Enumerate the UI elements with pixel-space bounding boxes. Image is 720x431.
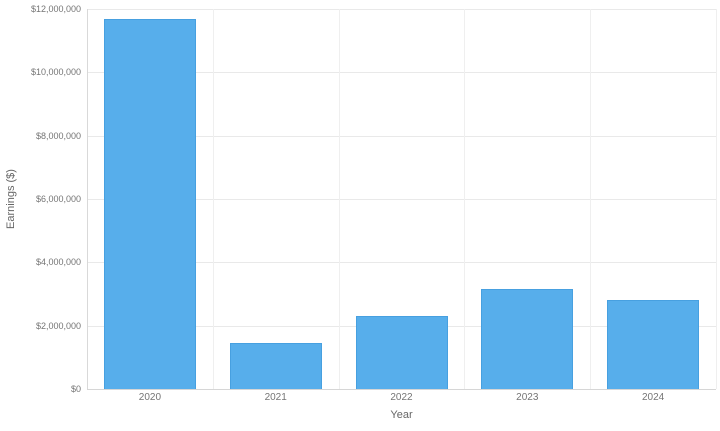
x-tick-label: 2023: [516, 392, 539, 403]
y-tick-label: $2,000,000: [35, 320, 81, 331]
y-tick-label: $4,000,000: [35, 257, 81, 268]
y-axis-ticks: $0 $2,000,000 $4,000,000 $6,000,000 $8,000,0…: [0, 4, 81, 394]
plot-area: [87, 9, 717, 390]
gridline-horizontal: [87, 9, 716, 10]
gridline-vertical: [338, 9, 340, 389]
x-axis-ticks: 2020 2021 2022 2023 2024: [87, 392, 716, 406]
y-tick-label: $8,000,000: [35, 130, 81, 141]
gridline-horizontal: [87, 389, 716, 390]
gridline-vertical: [590, 9, 592, 389]
gridline-vertical: [212, 9, 214, 389]
bar-2021: [229, 343, 322, 389]
gridline-horizontal: [87, 199, 716, 200]
x-tick-label: 2024: [641, 392, 665, 403]
bar-2023: [481, 289, 574, 389]
bar-2024: [607, 300, 700, 389]
x-tick-label: 2020: [138, 392, 162, 403]
y-tick-label: $10,000,000: [30, 67, 81, 78]
gridline-horizontal: [87, 262, 716, 264]
y-tick-label: $0: [70, 384, 81, 394]
x-axis-title: Year: [390, 409, 413, 421]
gridline-horizontal: [87, 72, 716, 74]
y-tick-label: $12,000,000: [30, 4, 81, 14]
y-axis-line: [87, 9, 88, 389]
gridline-vertical: [464, 9, 466, 389]
gridline-horizontal: [87, 135, 716, 137]
bar-2020: [103, 18, 196, 389]
gridline-vertical: [716, 9, 717, 389]
bar-2022: [355, 316, 448, 389]
x-tick-label: 2021: [264, 392, 287, 403]
y-tick-label: $6,000,000: [35, 194, 81, 204]
x-tick-label: 2022: [390, 392, 413, 403]
